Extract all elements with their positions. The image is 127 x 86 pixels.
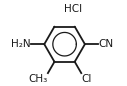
- Text: H₂N: H₂N: [11, 39, 30, 49]
- Text: Cl: Cl: [82, 74, 92, 84]
- Text: CN: CN: [99, 39, 114, 49]
- Text: HCl: HCl: [64, 4, 82, 14]
- Text: CH₃: CH₃: [28, 74, 47, 84]
